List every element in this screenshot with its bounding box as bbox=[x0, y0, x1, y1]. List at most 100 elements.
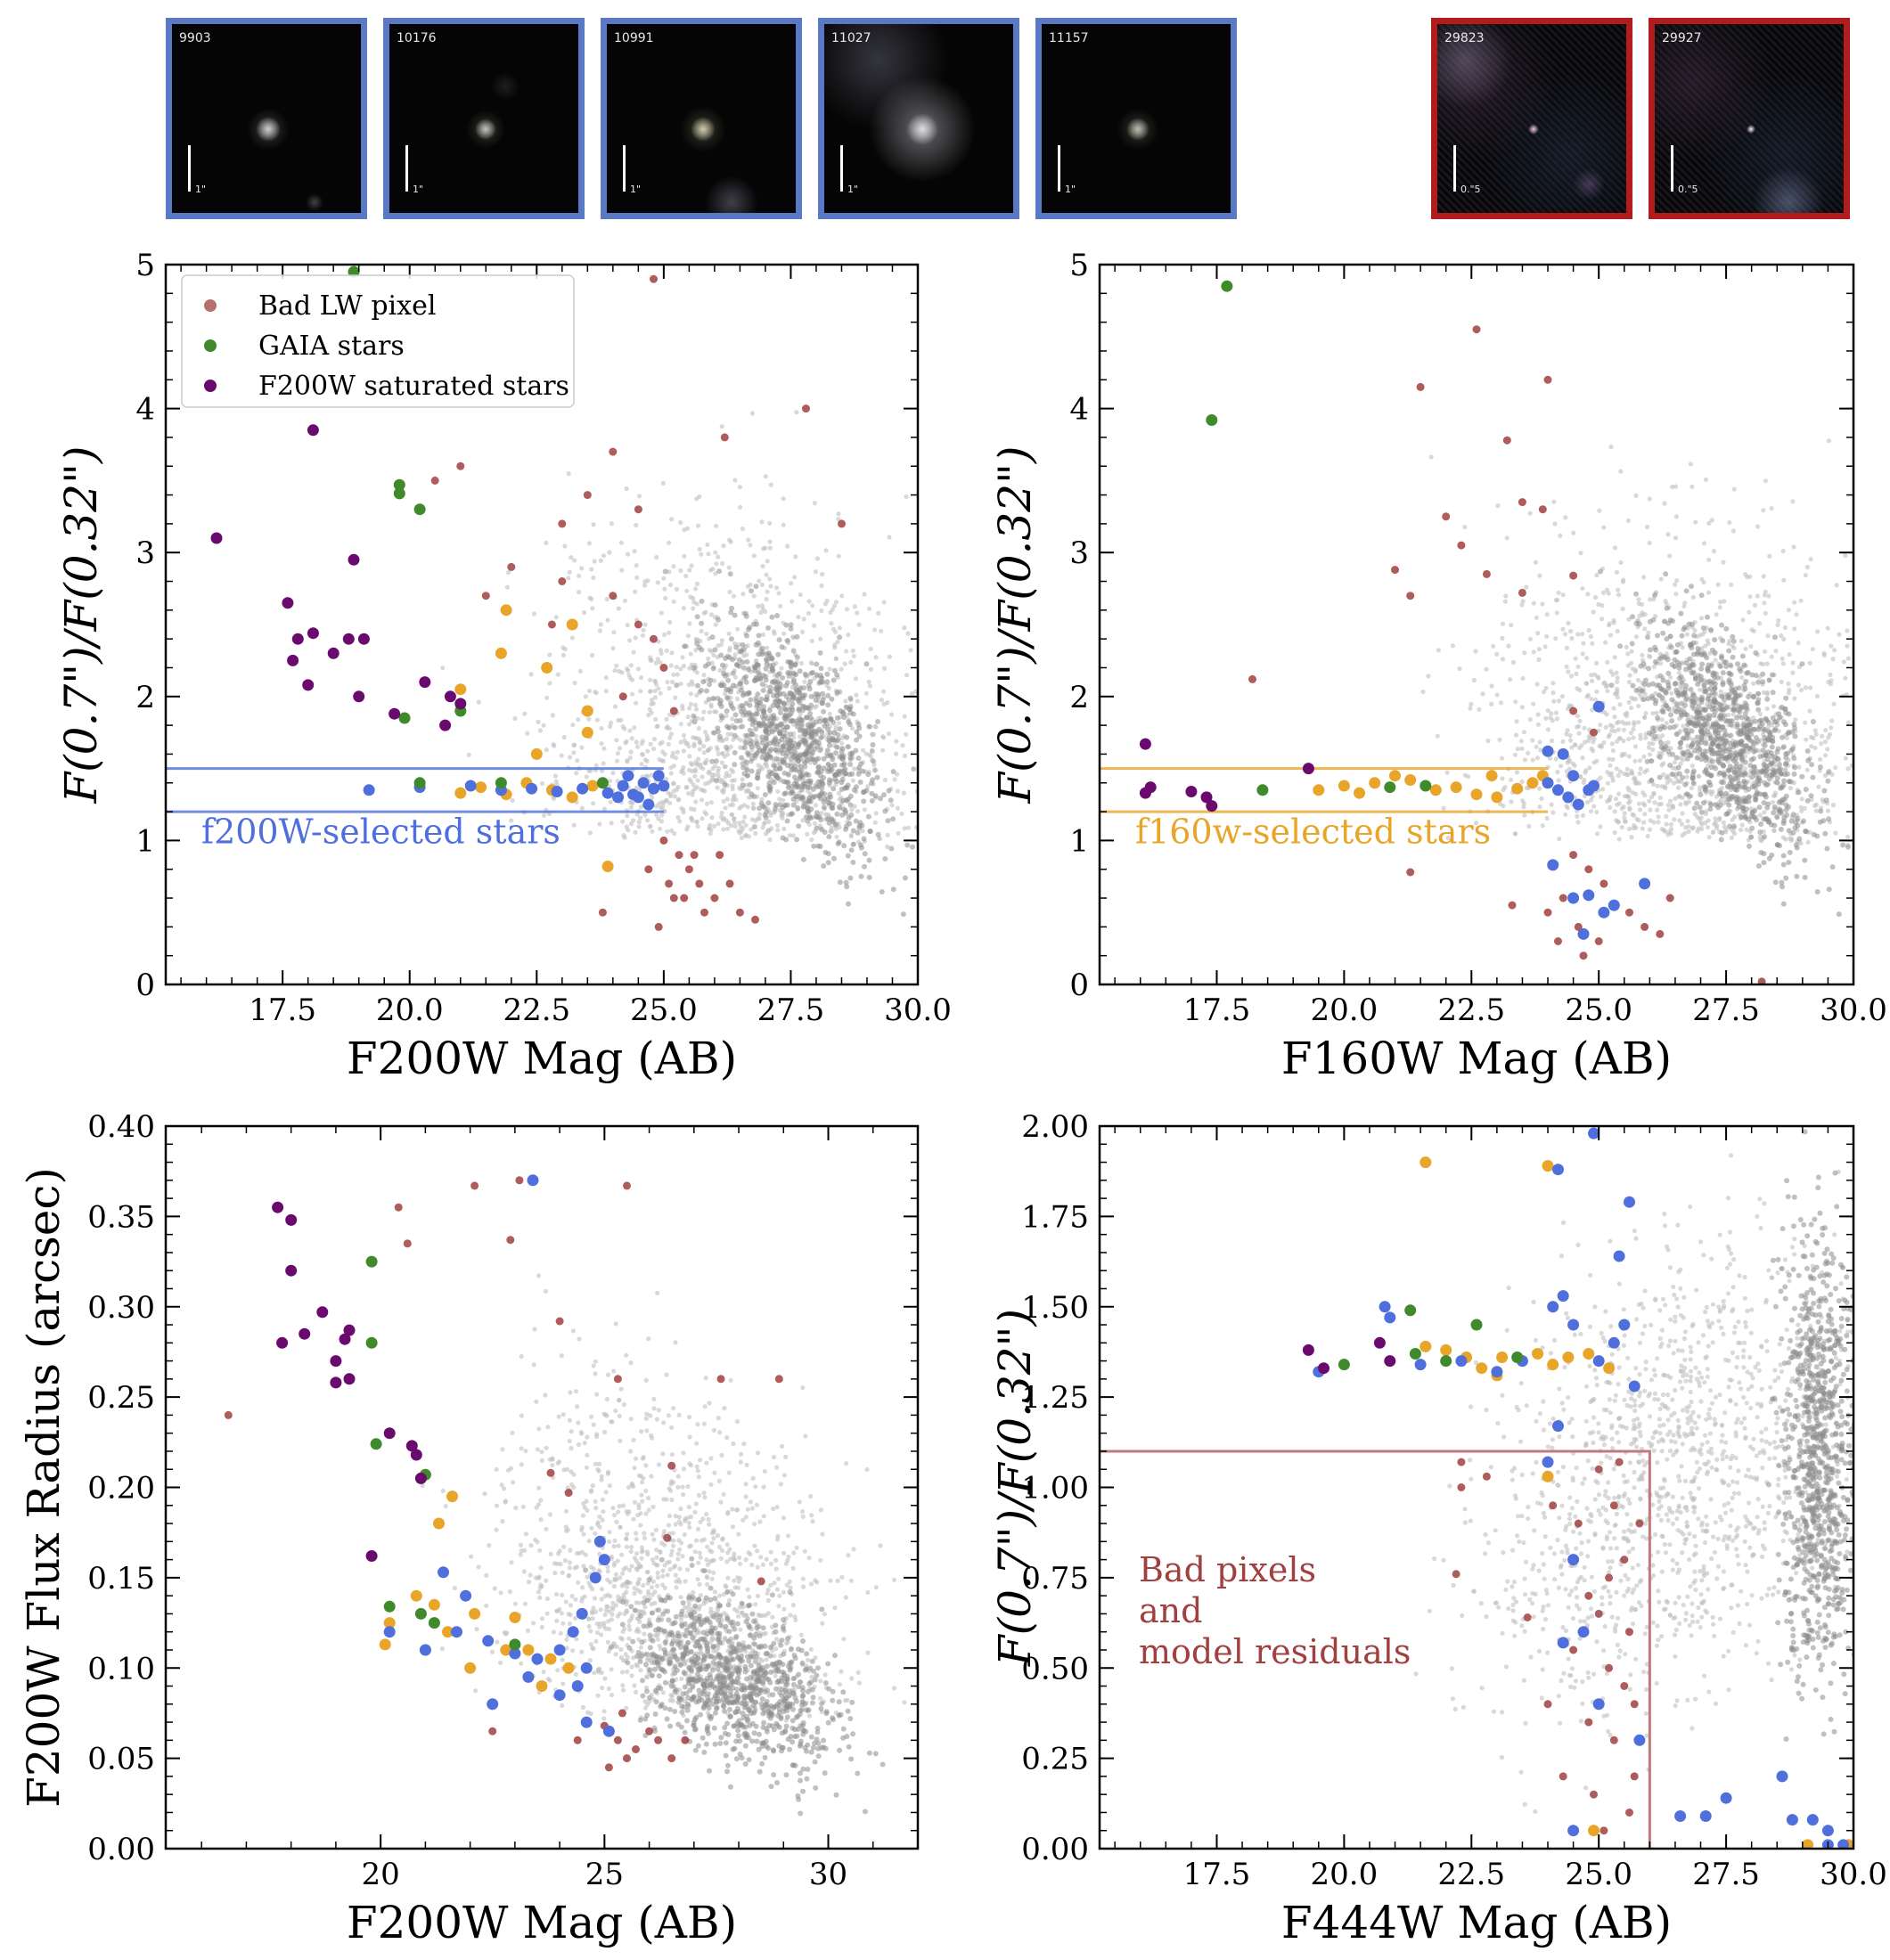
background-dense-point bbox=[1691, 805, 1698, 812]
background-dense-point bbox=[862, 863, 867, 870]
background-point bbox=[1690, 594, 1696, 600]
background-point bbox=[1743, 646, 1748, 651]
data-point bbox=[802, 404, 810, 413]
stamp-29927: 29927 0."5 bbox=[1649, 18, 1850, 219]
background-point bbox=[720, 751, 725, 756]
background-point bbox=[880, 689, 887, 694]
background-dense-point bbox=[781, 690, 787, 697]
background-point bbox=[894, 751, 899, 756]
background-dense-point bbox=[1728, 672, 1734, 678]
background-dense-point bbox=[904, 842, 911, 848]
background-point bbox=[745, 584, 750, 589]
background-point bbox=[1591, 804, 1597, 809]
background-point bbox=[1596, 601, 1601, 608]
background-point bbox=[1763, 649, 1768, 654]
background-dense-point bbox=[805, 722, 811, 728]
background-point bbox=[844, 649, 849, 654]
background-point bbox=[1727, 638, 1732, 644]
background-point bbox=[1718, 689, 1723, 694]
background-point bbox=[1557, 836, 1562, 842]
background-dense-point bbox=[769, 656, 775, 662]
background-point bbox=[1837, 632, 1842, 637]
background-dense-point bbox=[819, 827, 825, 833]
background-point bbox=[745, 643, 750, 649]
background-dense-point bbox=[1728, 732, 1734, 739]
data-point bbox=[1416, 382, 1425, 391]
data-point bbox=[1248, 674, 1256, 683]
background-dense-point bbox=[1733, 764, 1739, 770]
plot-area bbox=[166, 265, 918, 931]
background-dense-point bbox=[1673, 701, 1680, 707]
background-point bbox=[1757, 837, 1763, 843]
background-point bbox=[749, 817, 756, 822]
background-dense-point bbox=[839, 762, 845, 768]
background-point bbox=[781, 797, 786, 803]
background-dense-point bbox=[1802, 874, 1808, 880]
background-dense-point bbox=[850, 828, 856, 834]
background-point bbox=[1477, 706, 1482, 712]
background-point bbox=[1629, 695, 1634, 700]
background-dense-point bbox=[790, 802, 797, 808]
background-dense-point bbox=[1659, 708, 1665, 715]
background-point bbox=[691, 606, 696, 611]
background-point bbox=[790, 599, 795, 604]
background-point bbox=[1612, 829, 1617, 836]
background-point bbox=[1513, 699, 1518, 705]
background-point bbox=[1803, 720, 1808, 725]
background-point bbox=[678, 682, 683, 687]
data-point bbox=[551, 786, 563, 797]
background-point bbox=[1549, 802, 1554, 807]
background-point bbox=[1698, 820, 1704, 825]
background-dense-point bbox=[1743, 679, 1749, 684]
background-dense-point bbox=[750, 621, 757, 627]
background-dense-point bbox=[839, 812, 846, 818]
background-point bbox=[1619, 824, 1624, 830]
background-dense-point bbox=[789, 661, 794, 667]
background-dense-point bbox=[1783, 695, 1789, 701]
background-point bbox=[1603, 724, 1608, 731]
background-point bbox=[668, 771, 674, 776]
background-dense-point bbox=[1689, 662, 1695, 667]
background-dense-point bbox=[866, 874, 872, 880]
background-point bbox=[1667, 553, 1673, 559]
background-point bbox=[839, 593, 845, 599]
background-point bbox=[700, 774, 705, 780]
background-dense-point bbox=[847, 802, 854, 808]
background-dense-point bbox=[890, 816, 896, 822]
background-dense-point bbox=[1747, 728, 1753, 734]
background-point bbox=[885, 844, 890, 850]
background-point bbox=[1642, 691, 1648, 697]
data-point bbox=[1625, 908, 1633, 917]
background-point bbox=[1611, 617, 1616, 623]
background-point bbox=[1544, 633, 1550, 639]
background-dense-point bbox=[1761, 762, 1767, 768]
background-point bbox=[591, 801, 596, 806]
background-point bbox=[1791, 544, 1796, 550]
background-dense-point bbox=[1730, 744, 1737, 750]
background-point bbox=[1554, 610, 1559, 616]
background-dense-point bbox=[809, 795, 815, 801]
background-dense-point bbox=[1785, 750, 1790, 756]
background-dense-point bbox=[1745, 723, 1751, 729]
background-dense-point bbox=[1762, 834, 1768, 840]
background-dense-point bbox=[1683, 660, 1690, 666]
background-point bbox=[1531, 600, 1536, 606]
background-dense-point bbox=[806, 784, 813, 790]
background-point bbox=[1706, 641, 1711, 647]
background-point bbox=[1602, 680, 1608, 685]
background-point bbox=[1615, 679, 1620, 685]
background-point bbox=[1590, 641, 1595, 646]
data-point bbox=[1574, 922, 1583, 931]
background-point bbox=[624, 824, 629, 829]
background-point bbox=[667, 540, 672, 545]
background-point bbox=[512, 715, 518, 722]
background-dense-point bbox=[1718, 837, 1724, 843]
background-point bbox=[834, 834, 839, 840]
background-point bbox=[723, 805, 728, 811]
background-point bbox=[1616, 587, 1621, 592]
stamp-id-label: 11157 bbox=[1049, 31, 1089, 45]
background-dense-point bbox=[1766, 737, 1772, 743]
background-point bbox=[1645, 524, 1650, 530]
background-point bbox=[765, 589, 770, 594]
background-point bbox=[806, 599, 812, 604]
